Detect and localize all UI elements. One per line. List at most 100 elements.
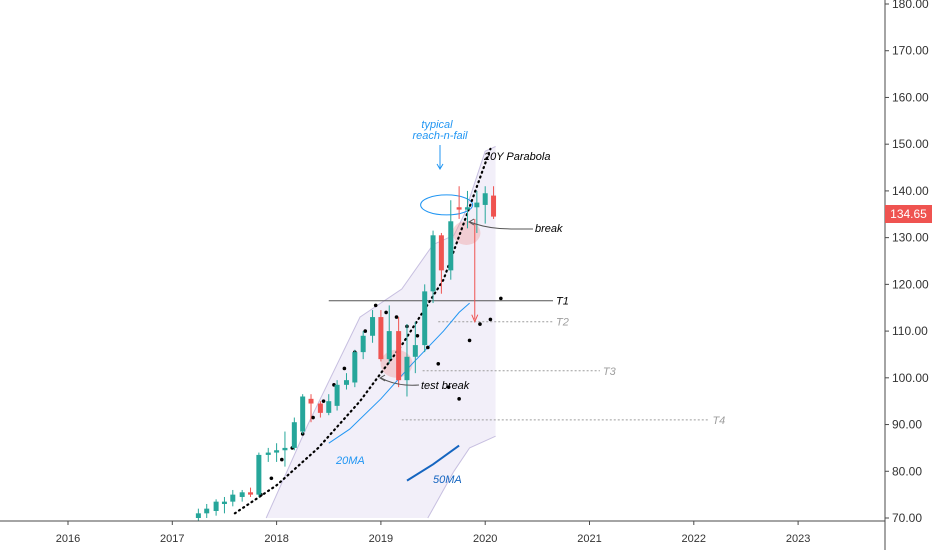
x-tick-label: 2017 [160,533,184,545]
sar-dot [415,333,420,338]
candle-body [370,317,376,336]
sar-dot [342,366,347,371]
annotation-break: break [535,223,563,235]
x-tick-label: 2019 [369,533,393,545]
level-label-t3: T3 [603,366,617,378]
x-tick-label: 2021 [577,533,601,545]
candle-body [308,398,314,404]
sar-dot [457,397,461,401]
sar-dot [321,399,326,403]
level-label-t1: T1 [556,296,569,308]
candle-body [422,291,428,346]
break-highlight [452,220,481,245]
sar-dot [384,310,388,315]
y-tick-label: 140.00 [892,184,929,198]
annotation-test-break: test break [421,380,470,392]
x-tick-label: 2016 [56,533,80,545]
candle-body [291,422,297,448]
candle-body [482,193,488,205]
y-tick-label: 150.00 [892,137,929,151]
candle-body [456,207,462,210]
sar-dot [373,303,378,308]
annotation-ma50: 50MA [433,474,462,486]
x-tick-label: 2022 [682,533,706,545]
annotation-reach-n-fail: reach-n-fail [412,130,468,142]
sar-dot [467,338,472,343]
candle-body [474,202,480,208]
reach-arrow-head [436,163,444,170]
y-tick-label: 180.00 [892,0,929,11]
candle-body [404,356,410,381]
candle-body [274,450,280,453]
candle-body [282,447,288,451]
sar-dot [363,329,368,333]
candle-body [448,221,454,271]
ma20-line [328,302,470,444]
x-tick-label: 2023 [786,533,810,545]
candle-body [317,403,323,413]
y-tick-label: 170.00 [892,44,929,58]
last-price-tag: 134.65 [885,205,932,223]
y-tick-label: 70.00 [892,511,922,525]
sar-dot [488,317,493,322]
break-pointer-head [468,218,475,226]
annotation-parabola: 20Y Parabola [483,151,550,163]
candle-body [265,452,271,455]
reach-n-fail-oval [420,194,474,216]
sar-dot [280,457,284,462]
candle-body [396,331,402,381]
candle-body [334,384,340,406]
sar-dot [311,415,315,420]
x-tick-label: 2020 [473,533,497,545]
candle-body [230,494,236,502]
break-pointer-line [469,221,534,230]
candle-body [300,396,306,432]
candle-body [326,401,332,413]
sar-dot [426,345,430,350]
candle-body [248,492,254,495]
candle-body [352,352,358,383]
candle-body [195,513,201,518]
sar-dot [300,432,305,436]
sar-dot [269,476,274,481]
y-tick-label: 80.00 [892,464,922,478]
annotation-ma20: 20MA [335,455,365,467]
sar-dot [436,362,441,366]
sar-dot [446,385,451,389]
level-label-t2: T2 [556,317,569,329]
ma50-line [406,444,460,482]
candle-body [464,207,470,210]
annotation-typical: typical [421,119,453,131]
candle-body [360,335,366,353]
y-tick-label: 110.00 [892,324,928,338]
candle-body [256,454,262,495]
channel-lower-line [427,435,496,519]
candle-body [343,380,349,385]
test-break-pointer-line [380,377,420,386]
y-tick-label: 100.00 [892,371,929,385]
candle-body [204,508,210,514]
break-arrow-head [471,314,479,324]
candle-body [430,235,436,292]
candle-body [438,235,444,271]
y-tick-label: 130.00 [892,231,929,245]
parabola-dotted-line [233,147,492,515]
x-tick-label: 2018 [264,533,288,545]
candle-body [213,501,219,511]
candle-body [491,195,497,217]
candle-body [221,501,227,504]
sar-dot [478,322,482,326]
test-break-pointer-head [379,374,386,382]
candle-body [412,345,418,357]
y-tick-label: 90.00 [892,418,922,432]
candle-body [386,331,392,360]
sar-dot [499,296,503,301]
candle-body [378,317,384,360]
y-tick-label: 120.00 [892,277,929,291]
level-label-t4: T4 [712,415,725,427]
sar-dot [394,315,399,319]
y-tick-label: 160.00 [892,90,929,104]
